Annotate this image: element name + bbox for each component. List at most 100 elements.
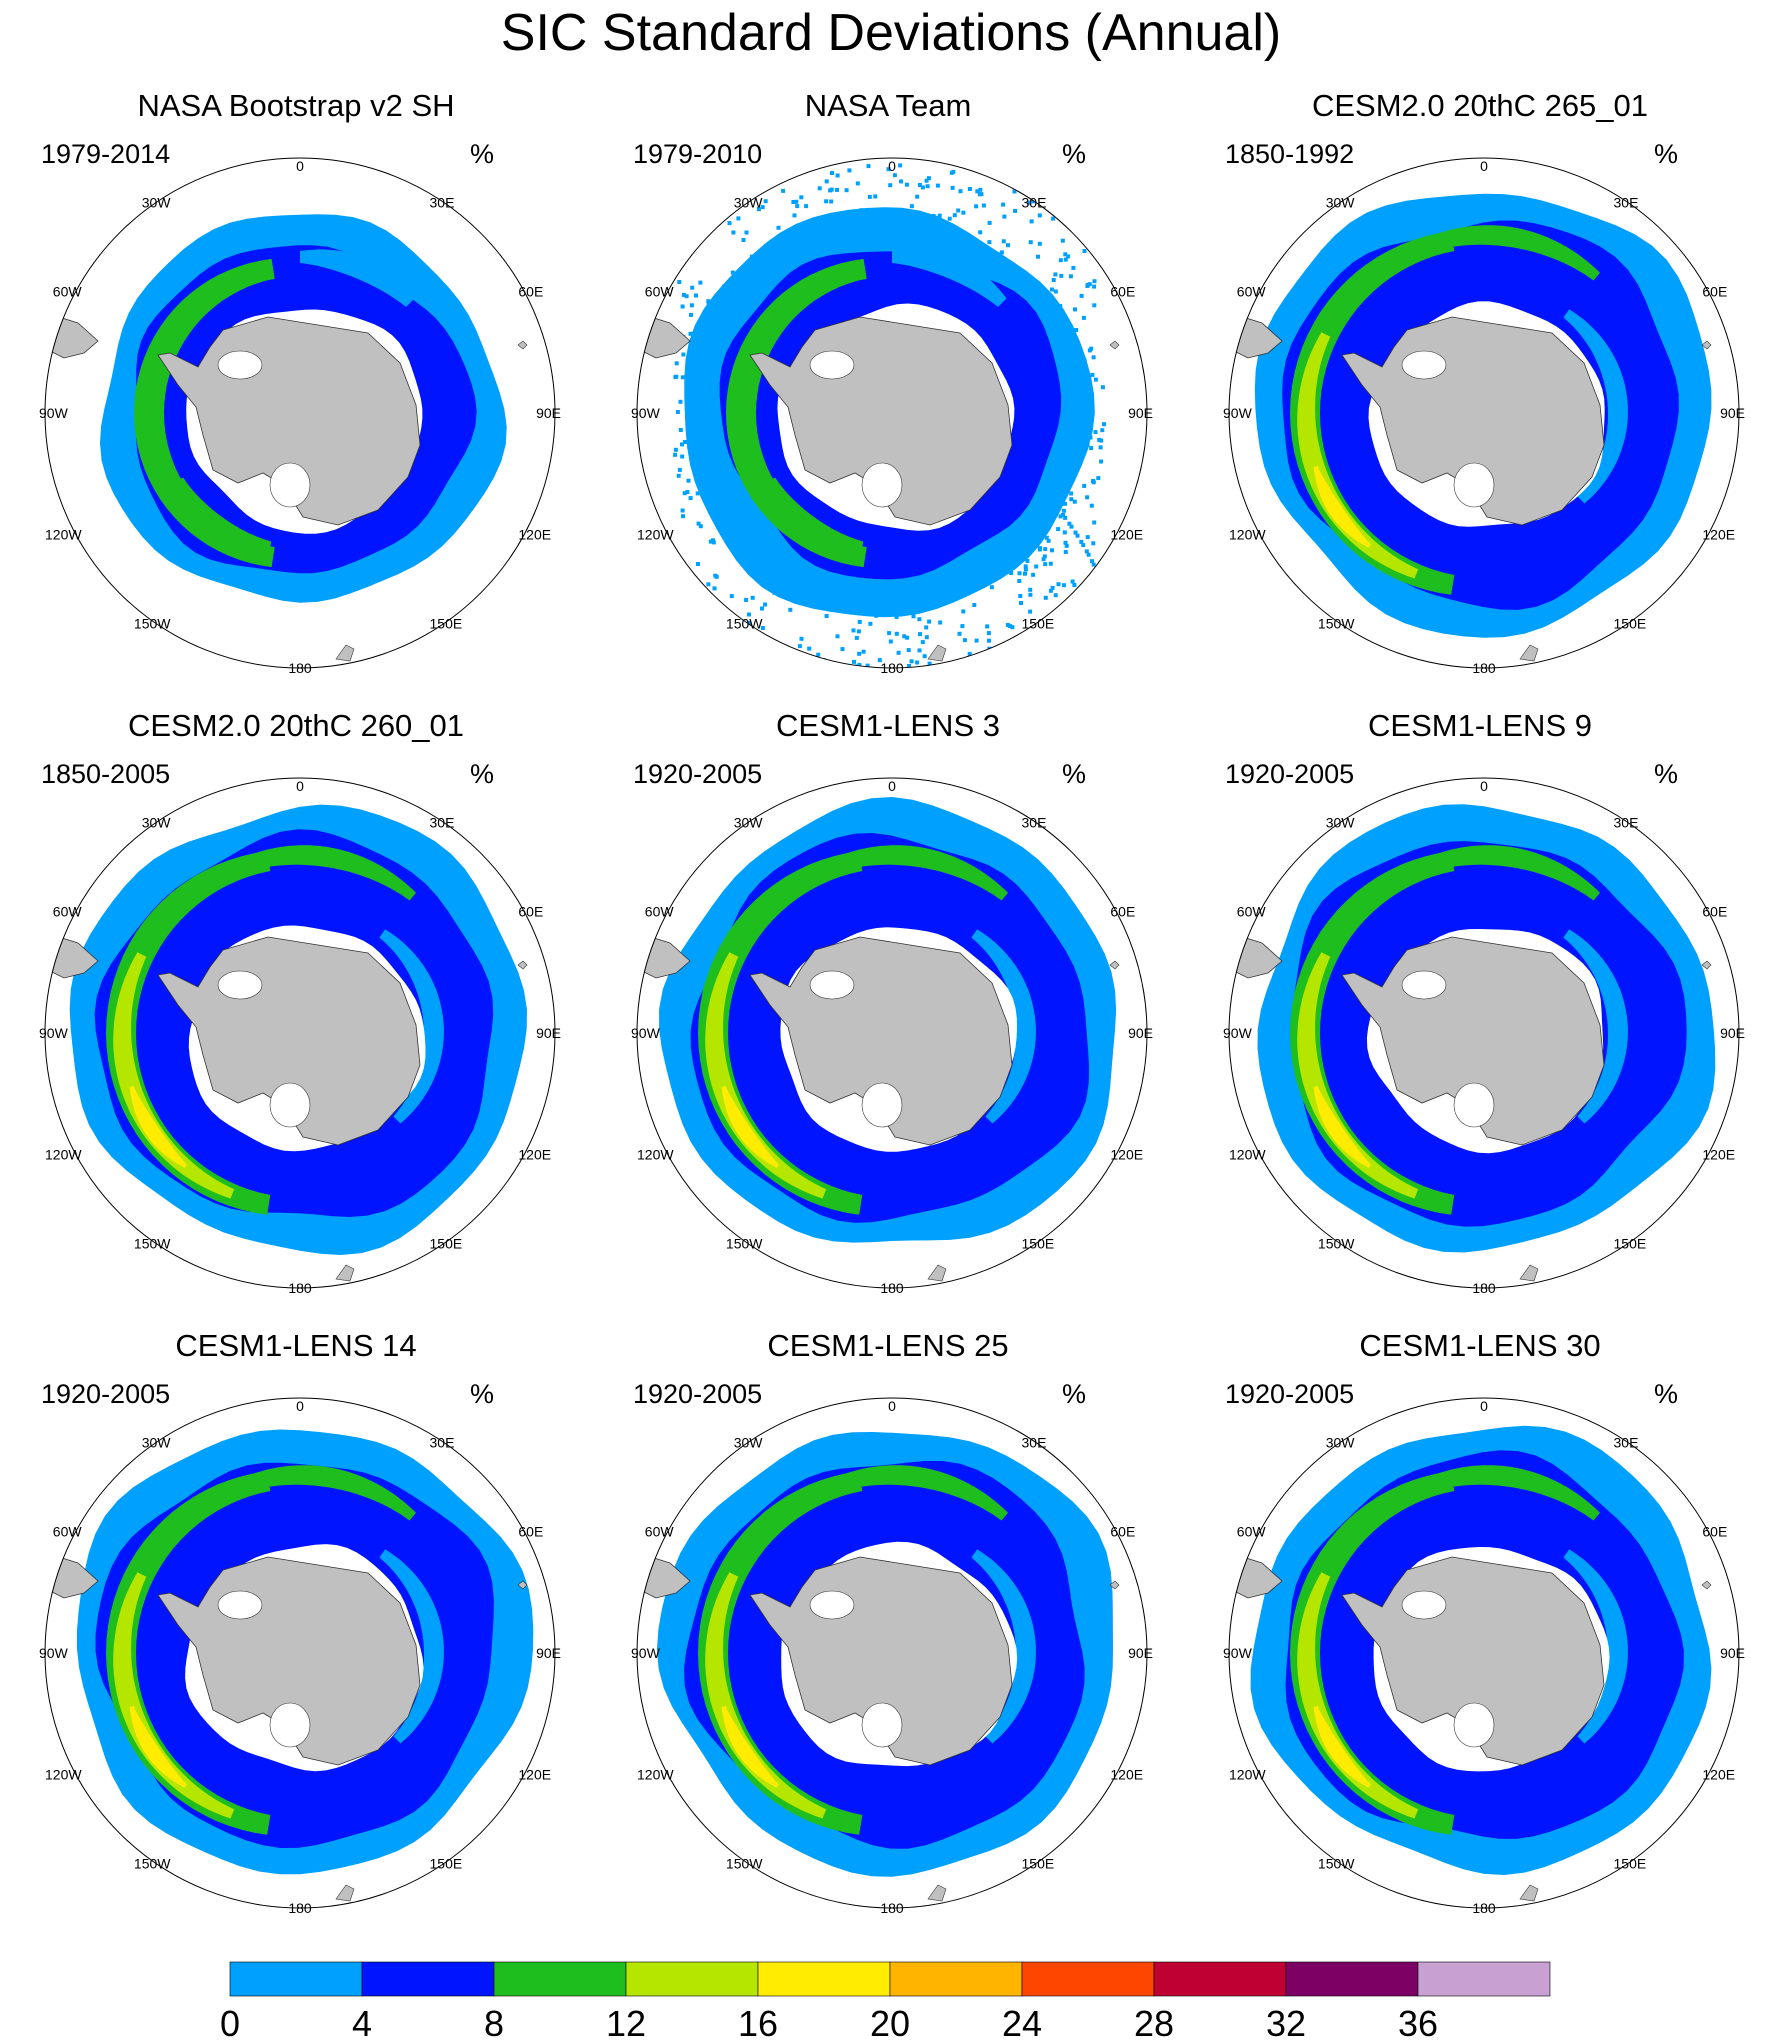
longitude-label: 150W xyxy=(1318,615,1355,631)
colorbar-tick-label: 28 xyxy=(1134,2003,1174,2043)
panel-title: NASA Bootstrap v2 SH xyxy=(137,88,455,123)
longitude-label: 180 xyxy=(288,1280,312,1296)
panel-title: CESM2.0 20thC 260_01 xyxy=(127,708,465,743)
longitude-label: 90W xyxy=(39,1645,69,1661)
ross-ice-shelf xyxy=(1453,462,1495,508)
longitude-label: 60W xyxy=(645,1524,675,1540)
panel-title: NASA Team xyxy=(804,88,972,123)
longitude-label: 60W xyxy=(53,1524,83,1540)
longitude-label: 60W xyxy=(645,904,675,920)
sd-band-8-12 xyxy=(1401,225,1600,281)
longitude-label: 90E xyxy=(1720,405,1745,421)
new-zealand-tip xyxy=(1519,1264,1539,1282)
island xyxy=(1109,1580,1120,1590)
weddell-shelf xyxy=(217,350,263,380)
panel-title: CESM1-LENS 9 xyxy=(1368,708,1592,743)
longitude-label: 0 xyxy=(888,778,896,794)
panel-title: CESM2.0 20thC 265_01 xyxy=(1311,88,1649,123)
polar-map: 0 30E 60E 90E 120E 150E 180 150W 120W 90W 60W 30W xyxy=(631,777,1153,1296)
colorbar-tick-label: 8 xyxy=(484,2003,504,2043)
longitude-label: 30W xyxy=(1326,815,1356,831)
longitude-label: 90W xyxy=(1223,1645,1253,1661)
longitude-label: 150W xyxy=(726,615,763,631)
longitude-label: 150W xyxy=(726,1235,763,1251)
new-zealand-tip xyxy=(335,1884,355,1902)
colorbar-tick-label: 32 xyxy=(1266,2003,1306,2043)
longitude-label: 60W xyxy=(53,284,83,300)
map-panel: 0 30E 60E 90E 120E 150E 180 150W 120W 90W 60W 30W NA… xyxy=(0,88,592,688)
island xyxy=(1109,340,1120,350)
longitude-label: 30E xyxy=(1614,815,1639,831)
sd-band-16-20 xyxy=(721,1085,779,1168)
new-zealand-tip xyxy=(1519,644,1539,662)
longitude-label: 150E xyxy=(430,615,463,631)
longitude-label: 90W xyxy=(631,405,661,421)
longitude-label: 90E xyxy=(1720,1645,1745,1661)
colorbar-swatch xyxy=(625,1961,759,1997)
longitude-label: 60W xyxy=(53,904,83,920)
panel-unit: % xyxy=(470,759,495,789)
longitude-label: 180 xyxy=(1472,660,1496,676)
longitude-label: 0 xyxy=(888,1398,896,1414)
map-panel: 0 30E 60E 90E 120E 150E 180 150W 120W 90W 60W 30W CE… xyxy=(592,708,1184,1308)
map-panel: 0 30E 60E 90E 120E 150E 180 150W 120W 90W 60W 30W CE… xyxy=(0,1328,592,1928)
longitude-label: 30E xyxy=(430,815,455,831)
weddell-shelf xyxy=(1401,1590,1447,1620)
ross-ice-shelf xyxy=(861,1082,903,1128)
weddell-shelf xyxy=(809,350,855,380)
longitude-label: 150W xyxy=(134,615,171,631)
figure-title: SIC Standard Deviations (Annual) xyxy=(500,4,1282,62)
longitude-label: 60W xyxy=(645,284,675,300)
map-border xyxy=(44,1397,556,1909)
longitude-label: 30E xyxy=(1022,195,1047,211)
new-zealand-tip xyxy=(927,644,947,662)
sd-band-16-20 xyxy=(129,1085,187,1168)
longitude-label: 90W xyxy=(1223,1025,1253,1041)
weddell-shelf xyxy=(1401,970,1447,1000)
polar-map: 0 30E 60E 90E 120E 150E 180 150W 120W 90W 60W 30W xyxy=(39,157,561,676)
longitude-label: 150E xyxy=(1022,1235,1055,1251)
longitude-label: 30E xyxy=(1022,1435,1047,1451)
panel-unit: % xyxy=(470,1379,495,1409)
longitude-label: 120E xyxy=(1702,527,1735,543)
longitude-label: 90E xyxy=(1128,1645,1153,1661)
sd-band-16-20 xyxy=(1313,465,1371,548)
longitude-label: 60E xyxy=(1702,284,1727,300)
island xyxy=(1109,960,1120,970)
longitude-label: 150E xyxy=(1022,1855,1055,1871)
new-zealand-tip xyxy=(1519,1884,1539,1902)
sd-band-16-20 xyxy=(1313,1085,1371,1168)
colorbar-swatch xyxy=(1021,1961,1155,1997)
longitude-label: 120W xyxy=(45,1147,82,1163)
colorbar-swatch xyxy=(889,1961,1023,1997)
panel-period: 1920-2005 xyxy=(1225,1379,1355,1409)
longitude-label: 90E xyxy=(1128,405,1153,421)
longitude-label: 0 xyxy=(296,1398,304,1414)
map-panel: 0 30E 60E 90E 120E 150E 180 150W 120W 90W 60W 30W CE… xyxy=(1184,88,1776,688)
polar-map: 0 30E 60E 90E 120E 150E 180 150W 120W 90W 60W 30W xyxy=(1223,157,1745,676)
longitude-label: 30E xyxy=(1614,195,1639,211)
island xyxy=(1701,340,1712,350)
longitude-label: 120W xyxy=(45,527,82,543)
sd-band-0-4 xyxy=(379,1549,444,1744)
polar-map: 0 30E 60E 90E 120E 150E 180 150W 120W 90W 60W 30W xyxy=(1223,777,1745,1296)
ross-ice-shelf xyxy=(1453,1082,1495,1128)
colorbar-tick-label: 36 xyxy=(1398,2003,1438,2043)
island xyxy=(517,340,528,350)
map-border xyxy=(44,777,556,1289)
weddell-shelf xyxy=(809,1590,855,1620)
longitude-label: 120E xyxy=(518,527,551,543)
colorbar-tick-label: 0 xyxy=(220,2003,240,2043)
longitude-label: 180 xyxy=(288,660,312,676)
colorbar-swatch xyxy=(229,1961,363,1997)
ross-ice-shelf xyxy=(1453,1702,1495,1748)
sd-band-8-12 xyxy=(809,845,1008,901)
sd-band-8-12 xyxy=(757,477,864,562)
longitude-label: 30W xyxy=(1326,195,1356,211)
longitude-label: 60E xyxy=(518,1524,543,1540)
longitude-label: 120W xyxy=(1229,527,1266,543)
longitude-label: 30E xyxy=(1614,1435,1639,1451)
map-border xyxy=(636,157,1148,669)
map-border xyxy=(1228,157,1740,669)
longitude-label: 90W xyxy=(1223,405,1253,421)
